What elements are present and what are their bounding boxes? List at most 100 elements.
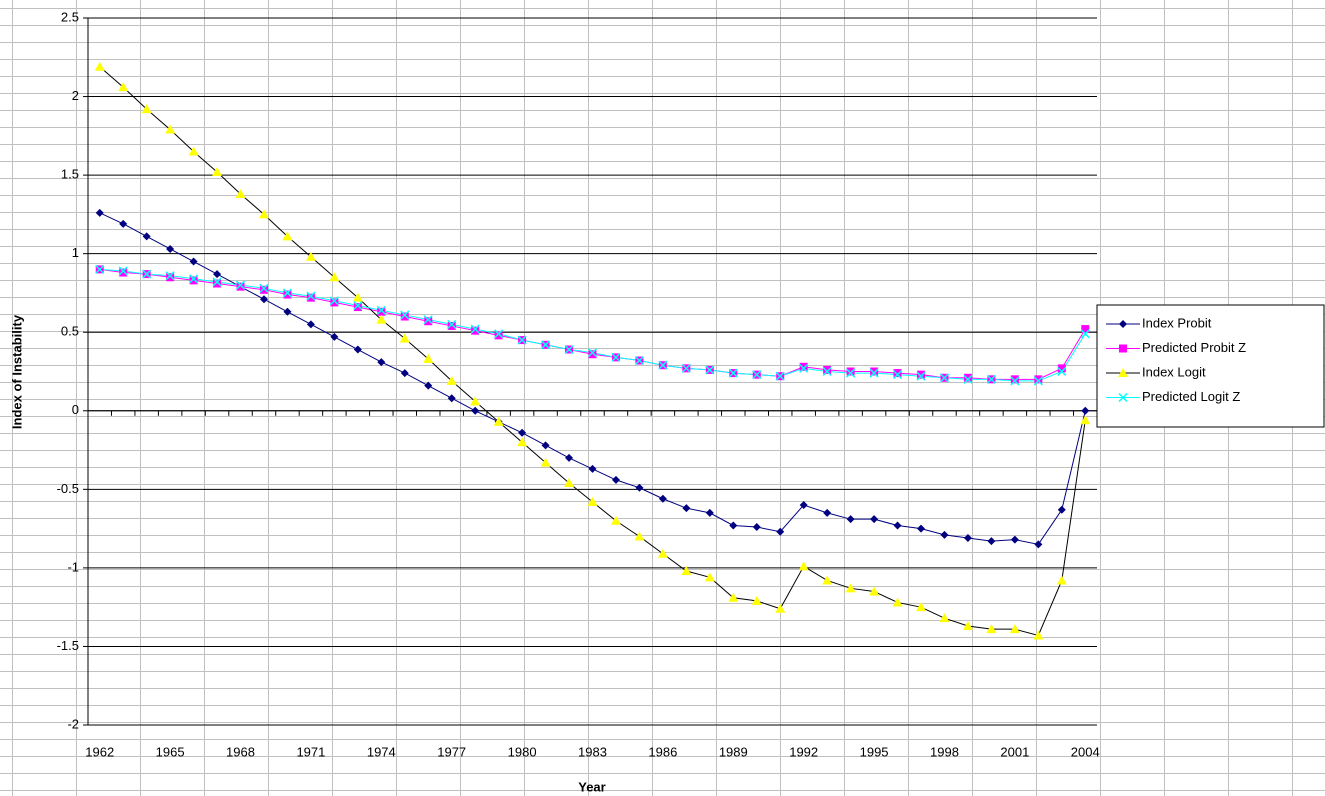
marker: [705, 508, 714, 517]
marker: [917, 370, 926, 379]
marker: [704, 572, 715, 582]
marker: [517, 335, 527, 345]
marker: [95, 208, 104, 217]
marker: [681, 363, 691, 373]
marker: [376, 305, 386, 315]
marker: [1080, 329, 1090, 339]
marker: [142, 232, 151, 241]
marker: [799, 363, 809, 373]
marker: [235, 188, 246, 198]
marker: [1010, 535, 1019, 544]
marker: [119, 219, 128, 228]
marker: [330, 332, 339, 341]
y-axis-title: Index of Instability: [9, 314, 24, 429]
marker: [1034, 375, 1043, 384]
marker: [635, 483, 644, 492]
marker: [963, 374, 973, 384]
marker: [235, 280, 246, 290]
marker: [400, 310, 410, 320]
x-tick-label: 1971: [296, 744, 325, 759]
marker: [95, 264, 105, 274]
marker: [634, 355, 644, 366]
marker: [470, 396, 481, 406]
marker: [1033, 630, 1044, 640]
marker: [611, 352, 621, 362]
marker: [493, 416, 504, 426]
marker: [1034, 540, 1043, 549]
marker: [213, 270, 222, 279]
marker: [119, 268, 128, 277]
marker: [423, 353, 434, 363]
x-tick-label: 1992: [789, 744, 818, 759]
y-tick-label: -1.5: [57, 638, 79, 653]
marker: [1081, 325, 1090, 334]
marker: [258, 209, 269, 219]
marker: [447, 319, 457, 329]
marker: [283, 290, 292, 299]
y-tick-label: 1: [72, 245, 79, 260]
marker: [799, 362, 808, 371]
legend-marker: [1119, 320, 1127, 328]
marker: [330, 298, 339, 307]
x-tick-label: 2004: [1071, 744, 1100, 759]
marker: [893, 369, 902, 378]
x-tick-label: 2001: [1000, 744, 1029, 759]
marker: [728, 368, 738, 378]
marker: [917, 524, 926, 533]
x-tick-label: 1983: [578, 744, 607, 759]
marker: [423, 315, 433, 325]
marker: [165, 124, 176, 134]
y-tick-label: 2: [72, 88, 79, 103]
y-tick-label: -0.5: [57, 481, 79, 496]
marker: [588, 464, 597, 473]
x-tick-label: 1980: [508, 744, 537, 759]
marker: [283, 307, 292, 316]
marker: [141, 104, 152, 114]
x-axis-title: Year: [578, 779, 605, 794]
marker: [424, 317, 433, 326]
marker: [658, 494, 667, 503]
marker: [1010, 375, 1019, 384]
marker: [870, 367, 879, 376]
marker: [1081, 406, 1090, 415]
marker: [822, 575, 833, 585]
marker: [869, 368, 879, 378]
y-tick-label: 1.5: [61, 167, 79, 182]
marker: [564, 478, 575, 488]
marker: [329, 296, 339, 306]
marker: [306, 320, 315, 329]
marker: [846, 368, 856, 378]
marker: [424, 381, 433, 390]
marker: [1010, 376, 1020, 386]
marker: [518, 428, 527, 437]
x-tick-label: 1974: [367, 744, 396, 759]
marker: [446, 375, 457, 385]
marker: [142, 269, 152, 279]
legend-label: Predicted Probit Z: [1142, 340, 1246, 355]
marker: [259, 283, 269, 293]
marker: [940, 530, 949, 539]
marker: [845, 583, 856, 593]
marker: [776, 527, 785, 536]
marker: [986, 374, 996, 384]
marker: [306, 293, 315, 302]
marker: [282, 231, 293, 241]
marker: [353, 303, 362, 312]
x-tick-label: 1962: [85, 744, 114, 759]
marker: [657, 548, 668, 558]
marker: [987, 537, 996, 546]
marker: [564, 344, 574, 355]
marker: [658, 360, 668, 370]
y-tick-label: -2: [67, 716, 79, 731]
marker: [798, 561, 809, 571]
marker: [189, 276, 198, 285]
marker: [729, 521, 738, 530]
marker: [166, 244, 175, 253]
marker: [352, 292, 363, 302]
marker: [236, 282, 245, 291]
marker: [213, 279, 222, 288]
marker: [916, 602, 927, 612]
x-tick-label: 1968: [226, 744, 255, 759]
marker: [494, 331, 503, 340]
